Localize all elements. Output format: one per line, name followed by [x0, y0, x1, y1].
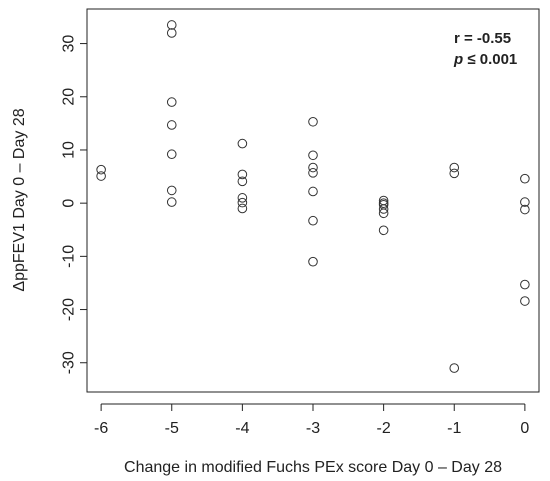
y-tick-label: 30 [61, 35, 78, 53]
y-tick-label: -30 [61, 351, 78, 374]
y-tick-label: -10 [61, 245, 78, 268]
data-point [237, 197, 248, 208]
x-tick-label: 0 [520, 420, 529, 437]
x-axis-title: Change in modified Fuchs PEx score Day 0… [124, 459, 502, 476]
data-point [237, 169, 248, 180]
data-point [449, 168, 460, 179]
x-axis: -6 -5 -4 -3 -2 -1 0 [94, 403, 529, 437]
y-tick-label: -20 [61, 298, 78, 321]
data-point [166, 185, 177, 196]
data-point [449, 162, 460, 173]
y-tick-label: 20 [61, 88, 78, 106]
p-value-text: ≤ 0.001 [463, 51, 517, 68]
x-tick-label: -3 [306, 420, 320, 437]
correlation-r-label: r = -0.55 [454, 30, 511, 47]
data-point [520, 173, 530, 184]
data-point [520, 197, 530, 207]
data-point [520, 279, 530, 290]
x-tick-label: -1 [447, 420, 461, 437]
data-point [308, 116, 318, 127]
data-point [166, 120, 177, 130]
data-point [96, 171, 106, 181]
x-tick-label: -2 [377, 420, 391, 437]
data-point [308, 256, 318, 267]
p-symbol: p [453, 51, 463, 68]
data-point [308, 150, 318, 161]
data-point [237, 138, 248, 149]
data-point [166, 97, 177, 107]
data-point [308, 162, 318, 173]
data-point [166, 28, 177, 38]
data-point [308, 168, 318, 178]
data-point [308, 215, 318, 226]
data-point [308, 186, 318, 197]
data-point [520, 204, 530, 215]
x-tick-label: -6 [94, 420, 108, 437]
data-point [378, 225, 389, 236]
p-value-label: p ≤ 0.001 [453, 51, 517, 68]
x-tick-label: -5 [165, 420, 179, 437]
data-point [237, 176, 248, 187]
data-point [237, 193, 248, 203]
x-tick-label: -4 [235, 420, 249, 437]
y-axis-title: ΔppFEV1 Day 0 – Day 28 [11, 108, 28, 291]
y-tick-label: 0 [61, 199, 78, 208]
data-point [166, 20, 177, 30]
data-point [520, 296, 530, 306]
y-axis: -30 -20 -10 0 10 20 30 [61, 35, 88, 374]
data-point [96, 164, 106, 175]
data-point [449, 363, 460, 373]
data-point [378, 204, 389, 214]
data-point [378, 208, 389, 219]
data-point [166, 149, 177, 160]
data-point [237, 203, 248, 214]
data-point [166, 197, 177, 207]
y-tick-label: 10 [61, 141, 78, 159]
data-points [96, 20, 530, 373]
